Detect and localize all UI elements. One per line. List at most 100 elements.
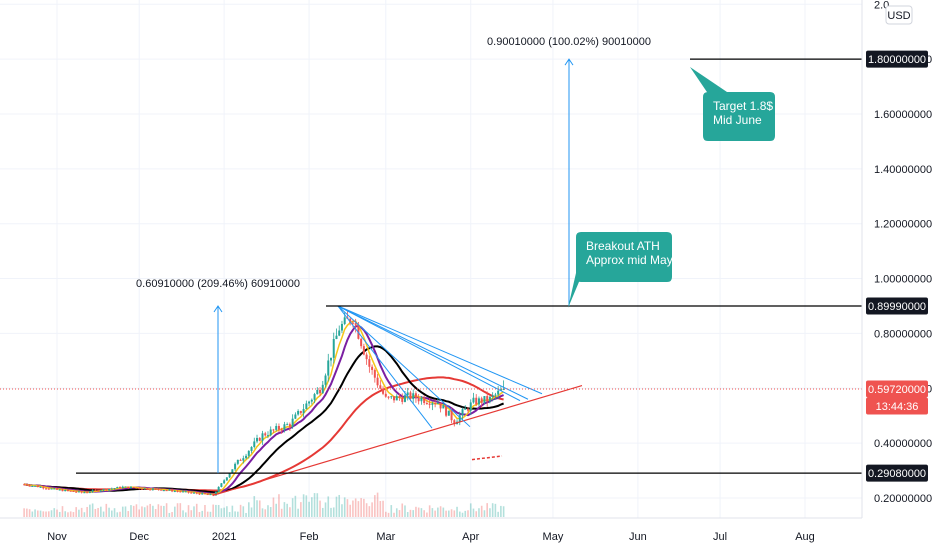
volume-bar [138, 509, 140, 517]
candle-body [324, 375, 327, 385]
candle-body [94, 490, 97, 492]
currency-badge-box [885, 5, 913, 25]
candle-body [458, 415, 461, 422]
candle-body [132, 486, 135, 488]
candle-body [56, 488, 58, 490]
volume-bar [349, 504, 351, 517]
callout-breakout-pointer [568, 232, 600, 308]
candle-body [297, 410, 300, 415]
volume-bar [53, 508, 56, 517]
volume-bar [343, 497, 346, 517]
volume-bar [300, 502, 302, 517]
volume-bar [313, 493, 316, 517]
measure-arrow-1 [213, 305, 223, 474]
volume-bar [23, 508, 25, 517]
volume-bar [442, 507, 445, 517]
volume-bar [311, 497, 313, 517]
volume-bar [283, 502, 286, 517]
candle-body [321, 384, 324, 394]
candle-body [138, 487, 141, 489]
volume-bar [69, 511, 72, 517]
candle-body [151, 488, 154, 490]
candle-body [360, 338, 363, 347]
callout-target[interactable]: Target 1.8$Mid June [690, 67, 775, 141]
volume-bar [119, 511, 121, 517]
candle-body [280, 429, 283, 431]
candle-body [275, 426, 278, 430]
time-axis-label: Aug [795, 531, 815, 543]
volume-bar [365, 503, 368, 517]
volume-bar [297, 508, 299, 517]
candle-body [258, 437, 261, 441]
volume-bar [330, 507, 332, 517]
candle-body [379, 385, 382, 389]
candle-body [488, 396, 491, 402]
price-tag: 1.80000000 [866, 50, 928, 68]
volume-bar [47, 511, 50, 517]
candle-body [36, 485, 39, 488]
volume-bar [437, 507, 439, 517]
candle-body [110, 488, 113, 490]
volume-bar [327, 496, 330, 517]
currency-badge[interactable]: USD [885, 5, 913, 25]
volume-bar [453, 510, 456, 517]
candle-body [387, 396, 390, 398]
volume-bar [305, 495, 308, 517]
volume-bar [420, 508, 423, 517]
candle-body [434, 403, 437, 405]
volume-bar [406, 512, 409, 517]
volume-bar [174, 506, 176, 517]
volume-bar [357, 501, 360, 517]
volume-bar [141, 506, 143, 517]
candle-body [486, 396, 489, 402]
candle-body [310, 399, 313, 402]
candle-body [313, 394, 316, 400]
candle-body [286, 424, 289, 426]
volume-bar [354, 498, 357, 517]
price-scale-label: 0.20000000 [874, 493, 932, 505]
price-scale-label: 1.00000000 [874, 274, 932, 286]
candle-body [299, 410, 302, 414]
candle-body [272, 429, 275, 431]
volume-bar [308, 501, 310, 517]
candle-body [340, 323, 343, 331]
volume-bar [239, 504, 242, 517]
candle-body [45, 488, 48, 490]
candle-body [491, 395, 494, 397]
volume-bar [321, 507, 324, 517]
candles [23, 311, 505, 497]
candle-body [453, 420, 456, 425]
measure-label-1: 0.60910000 (209.46%) 60910000 [136, 278, 300, 290]
volume-bar [456, 506, 458, 517]
candle-body [497, 390, 500, 395]
volume-bar [100, 506, 102, 517]
time-axis-label: Mar [376, 531, 395, 543]
volume-bar [163, 505, 165, 517]
volume-bar [171, 512, 173, 517]
candle-body [343, 317, 346, 324]
volume-bar [368, 506, 371, 517]
volume-bar [67, 512, 69, 517]
volume-bar [464, 510, 467, 517]
candle-body [483, 396, 486, 403]
volume-bar [489, 508, 491, 517]
candle-body [23, 484, 26, 486]
volume-bar [404, 505, 406, 517]
candle-body [80, 491, 83, 493]
volume-bar [56, 509, 58, 517]
candle-body [428, 403, 431, 405]
candle-body [102, 489, 105, 491]
volume-bar [417, 507, 420, 517]
candle-body [69, 490, 72, 492]
price-scale-label: 0.80000000 [874, 328, 932, 340]
volume-bar [152, 505, 154, 517]
measure-arrow-1-head [213, 305, 223, 313]
volume-bar [385, 511, 387, 517]
volume-bar [127, 511, 130, 517]
volume-bar [387, 512, 390, 517]
price-scale-label: 1.40000000 [874, 164, 932, 176]
candle-body [250, 447, 253, 451]
